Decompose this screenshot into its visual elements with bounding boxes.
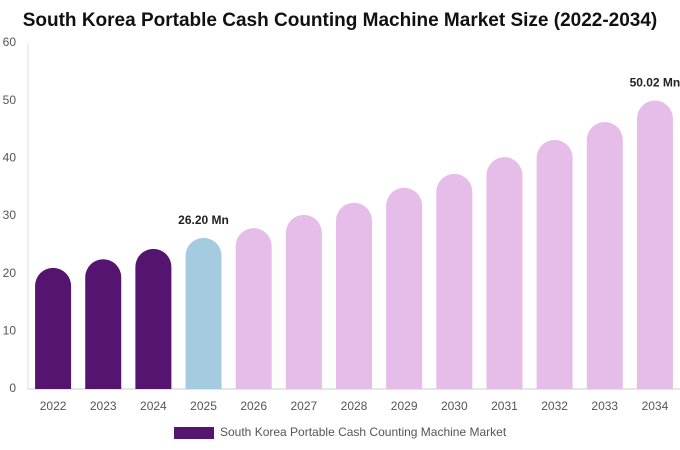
- x-tick-label: 2029: [391, 399, 418, 413]
- y-tick-label: 10: [3, 324, 17, 338]
- x-tick-label: 2032: [541, 399, 568, 413]
- bar: [536, 139, 573, 389]
- y-tick-label: 20: [3, 266, 17, 280]
- y-tick-label: 40: [3, 151, 17, 165]
- value-label: 50.02 Mn: [630, 76, 680, 90]
- bar: [185, 237, 222, 389]
- x-tick-label: 2034: [642, 399, 669, 413]
- legend-label: South Korea Portable Cash Counting Machi…: [220, 425, 507, 439]
- bar: [636, 100, 673, 389]
- legend-swatch: [174, 427, 214, 439]
- x-tick-label: 2023: [90, 399, 117, 413]
- value-label: 26.20 Mn: [178, 213, 229, 227]
- bar: [586, 122, 623, 389]
- x-tick-label: 2022: [40, 399, 67, 413]
- y-tick-label: 50: [3, 93, 17, 107]
- x-tick-label: 2028: [341, 399, 368, 413]
- bar: [35, 267, 72, 389]
- bar: [486, 157, 523, 389]
- x-tick-label: 2031: [491, 399, 518, 413]
- x-tick-label: 2025: [190, 399, 217, 413]
- x-tick-label: 2024: [140, 399, 167, 413]
- x-tick-label: 2033: [591, 399, 618, 413]
- x-tick-label: 2026: [240, 399, 267, 413]
- chart-title: South Korea Portable Cash Counting Machi…: [23, 10, 658, 31]
- y-tick-label: 30: [3, 208, 17, 222]
- bar: [235, 228, 272, 389]
- x-tick-label: 2030: [441, 399, 468, 413]
- bar: [436, 173, 473, 389]
- bar: [386, 187, 423, 389]
- bar: [285, 214, 322, 389]
- bar: [336, 202, 372, 389]
- y-tick-label: 60: [3, 35, 17, 49]
- x-tick-label: 2027: [290, 399, 317, 413]
- bar: [85, 259, 122, 389]
- y-tick-label: 0: [9, 381, 16, 395]
- bar: [135, 248, 172, 389]
